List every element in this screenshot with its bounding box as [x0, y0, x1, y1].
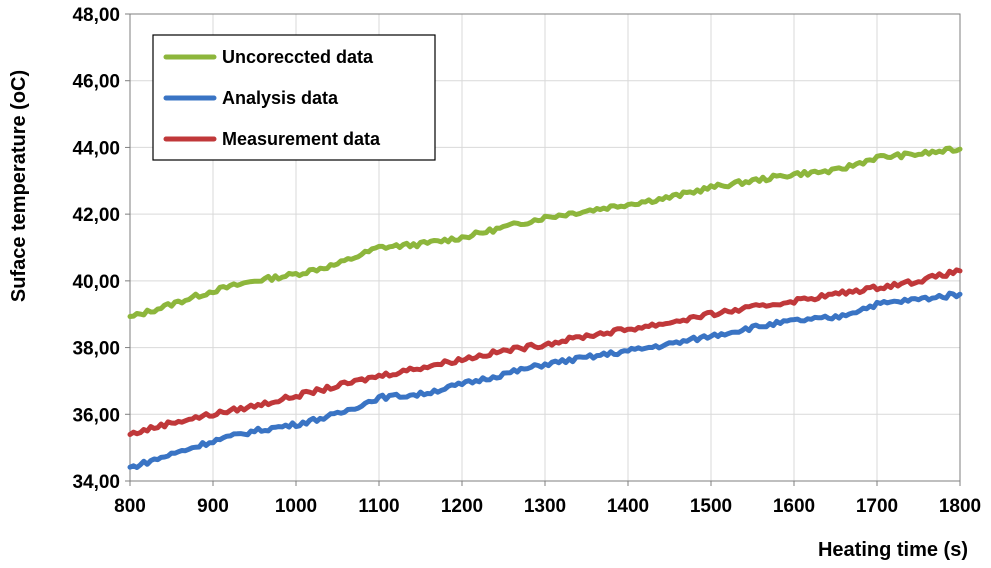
y-axis-label: Suface temperature (oC)	[8, 70, 30, 302]
legend: Uncoreccted data Analysis data Measurement…	[152, 34, 436, 161]
series-line-1	[127, 290, 963, 470]
series-line-2	[127, 267, 963, 437]
x-tick-label: 1500	[690, 496, 732, 517]
x-tick-label: 1600	[773, 496, 815, 517]
y-tick-label: 44,00	[72, 138, 120, 159]
y-tick-label: 46,00	[72, 72, 120, 93]
y-tick-label: 48,00	[72, 5, 120, 26]
y-tick-label: 36,00	[72, 405, 120, 426]
x-tick-label: 1000	[275, 496, 317, 517]
x-axis-ticks: 800 900 1000 1100 1200 1300 1400 1500 1600 1700 18…	[114, 481, 981, 517]
x-axis-label: Heating time (s)	[818, 539, 968, 561]
y-axis-ticks: 34,00 36,00 38,00 40,00 42,00 44,00 46,00 48,00	[72, 5, 130, 493]
x-tick-label: 800	[114, 496, 146, 517]
legend-label: Analysis data	[222, 88, 339, 108]
x-tick-label: 1200	[441, 496, 483, 517]
y-tick-label: 42,00	[72, 205, 120, 226]
x-tick-label: 1800	[939, 496, 981, 517]
y-tick-label: 38,00	[72, 339, 120, 360]
legend-label: Uncoreccted data	[222, 47, 374, 67]
x-tick-label: 1100	[358, 496, 399, 517]
x-tick-label: 1400	[607, 496, 649, 517]
x-tick-label: 900	[197, 496, 229, 517]
series-line-0	[127, 145, 963, 319]
series-lines	[127, 145, 963, 470]
x-tick-label: 1300	[524, 496, 566, 517]
legend-label: Measurement data	[222, 129, 381, 149]
y-tick-label: 40,00	[72, 272, 120, 293]
x-tick-label: 1700	[856, 496, 898, 517]
y-tick-label: 34,00	[72, 472, 120, 493]
